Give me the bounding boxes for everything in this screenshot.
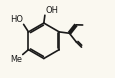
Text: HO: HO — [10, 15, 23, 24]
Text: Me: Me — [10, 55, 22, 64]
Text: OH: OH — [45, 6, 58, 15]
